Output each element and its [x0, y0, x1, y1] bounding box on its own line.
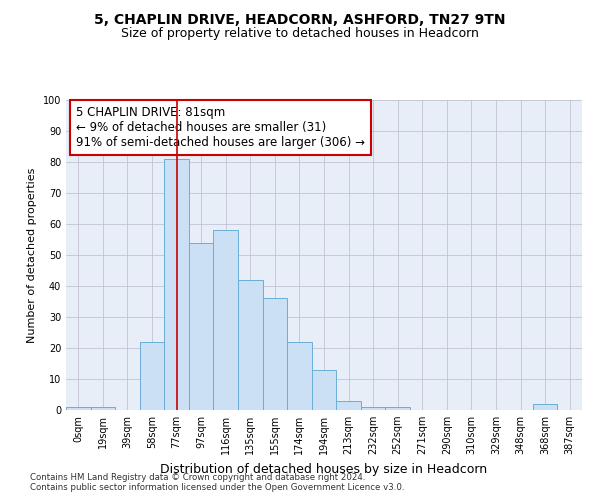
- Bar: [164, 159, 189, 410]
- Text: 5, CHAPLIN DRIVE, HEADCORN, ASHFORD, TN27 9TN: 5, CHAPLIN DRIVE, HEADCORN, ASHFORD, TN2…: [94, 12, 506, 26]
- Bar: [312, 370, 336, 410]
- Bar: [263, 298, 287, 410]
- Text: Contains HM Land Registry data © Crown copyright and database right 2024.
Contai: Contains HM Land Registry data © Crown c…: [30, 473, 404, 492]
- Bar: [214, 230, 238, 410]
- Bar: [66, 407, 91, 410]
- Bar: [336, 400, 361, 410]
- Bar: [533, 404, 557, 410]
- Text: Size of property relative to detached houses in Headcorn: Size of property relative to detached ho…: [121, 28, 479, 40]
- Bar: [287, 342, 312, 410]
- Bar: [91, 407, 115, 410]
- X-axis label: Distribution of detached houses by size in Headcorn: Distribution of detached houses by size …: [160, 462, 488, 475]
- Bar: [361, 407, 385, 410]
- Bar: [189, 242, 214, 410]
- Bar: [238, 280, 263, 410]
- Y-axis label: Number of detached properties: Number of detached properties: [27, 168, 37, 342]
- Text: 5 CHAPLIN DRIVE: 81sqm
← 9% of detached houses are smaller (31)
91% of semi-deta: 5 CHAPLIN DRIVE: 81sqm ← 9% of detached …: [76, 106, 365, 149]
- Bar: [385, 407, 410, 410]
- Bar: [140, 342, 164, 410]
